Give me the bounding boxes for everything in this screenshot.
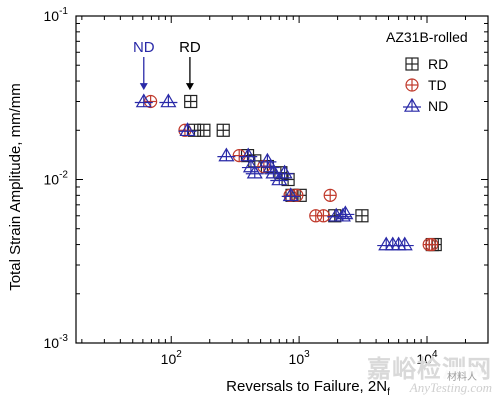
data-point-nd — [275, 164, 294, 179]
data-point-td — [323, 188, 337, 202]
annotation-label: RD — [179, 39, 201, 56]
legend-title: AZ31B-rolled — [386, 29, 468, 45]
data-point-nd — [245, 164, 264, 179]
x-axis-label: Reversals to Failure, 2Nf — [226, 378, 390, 398]
x-tick-label: 103 — [289, 349, 311, 367]
data-point-nd — [281, 187, 300, 202]
legend-marker-rd — [405, 57, 419, 71]
y-tick-label: 10-2 — [44, 170, 69, 188]
data-point-rd — [197, 123, 211, 137]
watermark-badge: 材料人 — [442, 367, 482, 384]
data-point-td — [316, 209, 331, 223]
data-point-nd — [336, 205, 355, 220]
data-point-nd — [239, 147, 258, 162]
data-point-td — [425, 237, 439, 252]
y-tick-label: 10-3 — [44, 333, 69, 351]
data-point-rd — [216, 123, 230, 137]
data-point-nd — [134, 93, 153, 108]
legend: AZ31B-rolled RD TD ND — [386, 29, 468, 114]
legend-label-rd: RD — [428, 56, 448, 72]
x-tick-label: 104 — [416, 349, 438, 367]
annotation-label: ND — [133, 39, 155, 56]
legend-label-nd: ND — [428, 98, 448, 114]
data-point-nd — [159, 93, 178, 108]
data-point-td — [232, 149, 246, 163]
y-axis-label: Total Strain Amplitude, mm/mm — [7, 83, 24, 291]
legend-marker-td — [405, 78, 419, 92]
annotation-arrowhead — [139, 83, 148, 91]
data-point-td — [178, 123, 192, 137]
data-point-rd — [184, 94, 198, 109]
data-point-nd — [217, 147, 236, 162]
annotation-nd: ND — [133, 39, 155, 91]
x-tick-label: 102 — [161, 349, 183, 367]
legend-marker-nd — [403, 97, 421, 112]
legend-label-td: TD — [428, 77, 447, 93]
annotation-arrowhead — [185, 83, 194, 91]
data-point-nd — [178, 122, 197, 137]
annotation-rd: RD — [179, 39, 201, 91]
y-tick-label: 10-1 — [44, 6, 69, 24]
data-point-nd — [395, 236, 414, 251]
data-point-rd — [355, 209, 369, 223]
